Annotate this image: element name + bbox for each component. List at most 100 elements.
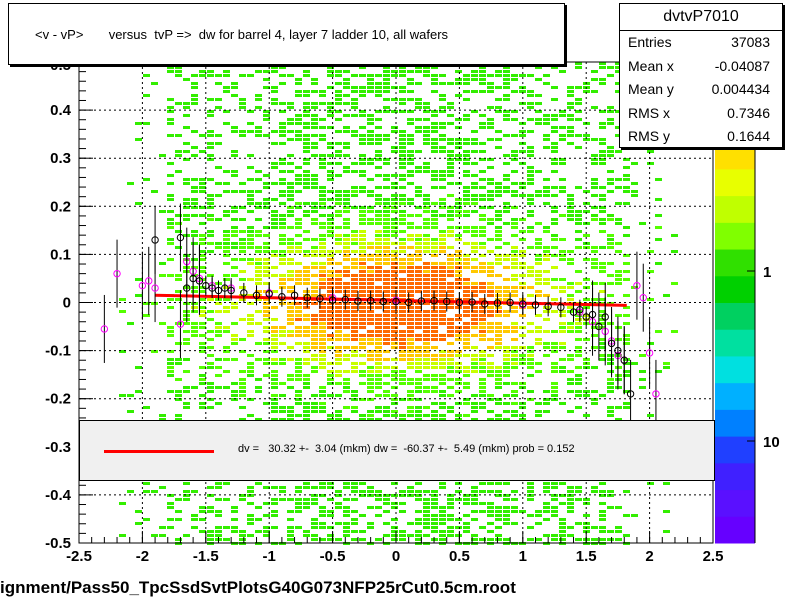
heatmap-cell [487, 310, 494, 313]
heatmap-cell [479, 354, 486, 357]
heatmap-cell [567, 262, 574, 265]
heatmap-cell [351, 366, 358, 369]
heatmap-cell [319, 358, 326, 361]
heatmap-cell [295, 282, 302, 285]
heatmap-cell [503, 174, 510, 177]
heatmap-cell [399, 370, 406, 373]
heatmap-cell [295, 498, 302, 501]
heatmap-cell [479, 70, 486, 73]
heatmap-cell [623, 254, 630, 257]
heatmap-cell [327, 206, 334, 209]
heatmap-cell [383, 98, 390, 101]
heatmap-cell [327, 282, 334, 285]
heatmap-cell [207, 318, 214, 321]
heatmap-cell [215, 322, 222, 325]
heatmap-cell [535, 258, 542, 261]
heatmap-cell [607, 414, 614, 417]
heatmap-cell [423, 510, 430, 513]
heatmap-cell [223, 210, 230, 213]
heatmap-cell [431, 218, 438, 221]
heatmap-cell [527, 294, 534, 297]
heatmap-cell [367, 318, 374, 321]
heatmap-cell [439, 198, 446, 201]
heatmap-cell [559, 138, 566, 141]
heatmap-cell [423, 310, 430, 313]
heatmap-cell [279, 242, 286, 245]
y-tick-label: -0.5 [45, 535, 71, 552]
heatmap-cell [439, 374, 446, 377]
heatmap-cell [319, 514, 326, 517]
heatmap-cell [511, 338, 518, 341]
heatmap-cell [599, 298, 606, 301]
heatmap-cell [495, 482, 502, 485]
heatmap-cell [183, 198, 190, 201]
heatmap-cell [511, 194, 518, 197]
heatmap-cell [223, 262, 230, 265]
heatmap-cell [247, 246, 254, 249]
heatmap-cell [391, 282, 398, 285]
heatmap-cell [207, 142, 214, 145]
heatmap-cell [215, 334, 222, 337]
heatmap-cell [303, 498, 310, 501]
heatmap-cell [271, 98, 278, 101]
heatmap-cell [615, 270, 622, 273]
heatmap-cell [431, 330, 438, 333]
heatmap-cell [399, 282, 406, 285]
heatmap-cell [279, 74, 286, 77]
heatmap-cell [271, 162, 278, 165]
heatmap-cell [223, 350, 230, 353]
heatmap-cell [311, 402, 318, 405]
heatmap-cell [495, 218, 502, 221]
heatmap-cell [551, 170, 558, 173]
heatmap-cell [327, 418, 334, 421]
heatmap-cell [175, 298, 182, 301]
heatmap-cell [599, 514, 606, 517]
heatmap-cell [319, 254, 326, 257]
heatmap-cell [239, 286, 246, 289]
heatmap-cell [463, 198, 470, 201]
heatmap-cell [447, 226, 454, 229]
heatmap-cell [383, 78, 390, 81]
heatmap-cell [375, 210, 382, 213]
heatmap-cell [623, 370, 630, 373]
heatmap-cell [503, 110, 510, 113]
heatmap-cell [535, 282, 542, 285]
heatmap-cell [439, 322, 446, 325]
heatmap-cell [223, 182, 230, 185]
heatmap-cell [255, 170, 262, 173]
heatmap-cell [159, 322, 166, 325]
heatmap-cell [559, 314, 566, 317]
heatmap-cell [375, 538, 382, 541]
heatmap-cell [375, 418, 382, 421]
heatmap-cell [479, 270, 486, 273]
heatmap-cell [271, 410, 278, 413]
heatmap-cell [455, 338, 462, 341]
colorbar-segment [715, 249, 755, 277]
heatmap-cell [359, 154, 366, 157]
y-tick-label: 0.1 [50, 246, 71, 263]
heatmap-cell [335, 282, 342, 285]
heatmap-cell [239, 238, 246, 241]
heatmap-cell [183, 214, 190, 217]
heatmap-cell [511, 182, 518, 185]
heatmap-cell [335, 330, 342, 333]
heatmap-cell [471, 366, 478, 369]
heatmap-cell [255, 390, 262, 393]
heatmap-cell [271, 166, 278, 169]
heatmap-cell [319, 494, 326, 497]
heatmap-cell [479, 282, 486, 285]
heatmap-cell [263, 330, 270, 333]
heatmap-cell [231, 246, 238, 249]
heatmap-cell [295, 334, 302, 337]
heatmap-cell [415, 326, 422, 329]
heatmap-cell [639, 222, 646, 225]
heatmap-cell [503, 294, 510, 297]
heatmap-cell [383, 278, 390, 281]
heatmap-cell [247, 302, 254, 305]
heatmap-cell [263, 514, 270, 517]
heatmap-cell [303, 502, 310, 505]
heatmap-cell [327, 378, 334, 381]
heatmap-cell [567, 498, 574, 501]
x-tick-label: 2.5 [703, 548, 724, 565]
heatmap-cell [271, 382, 278, 385]
